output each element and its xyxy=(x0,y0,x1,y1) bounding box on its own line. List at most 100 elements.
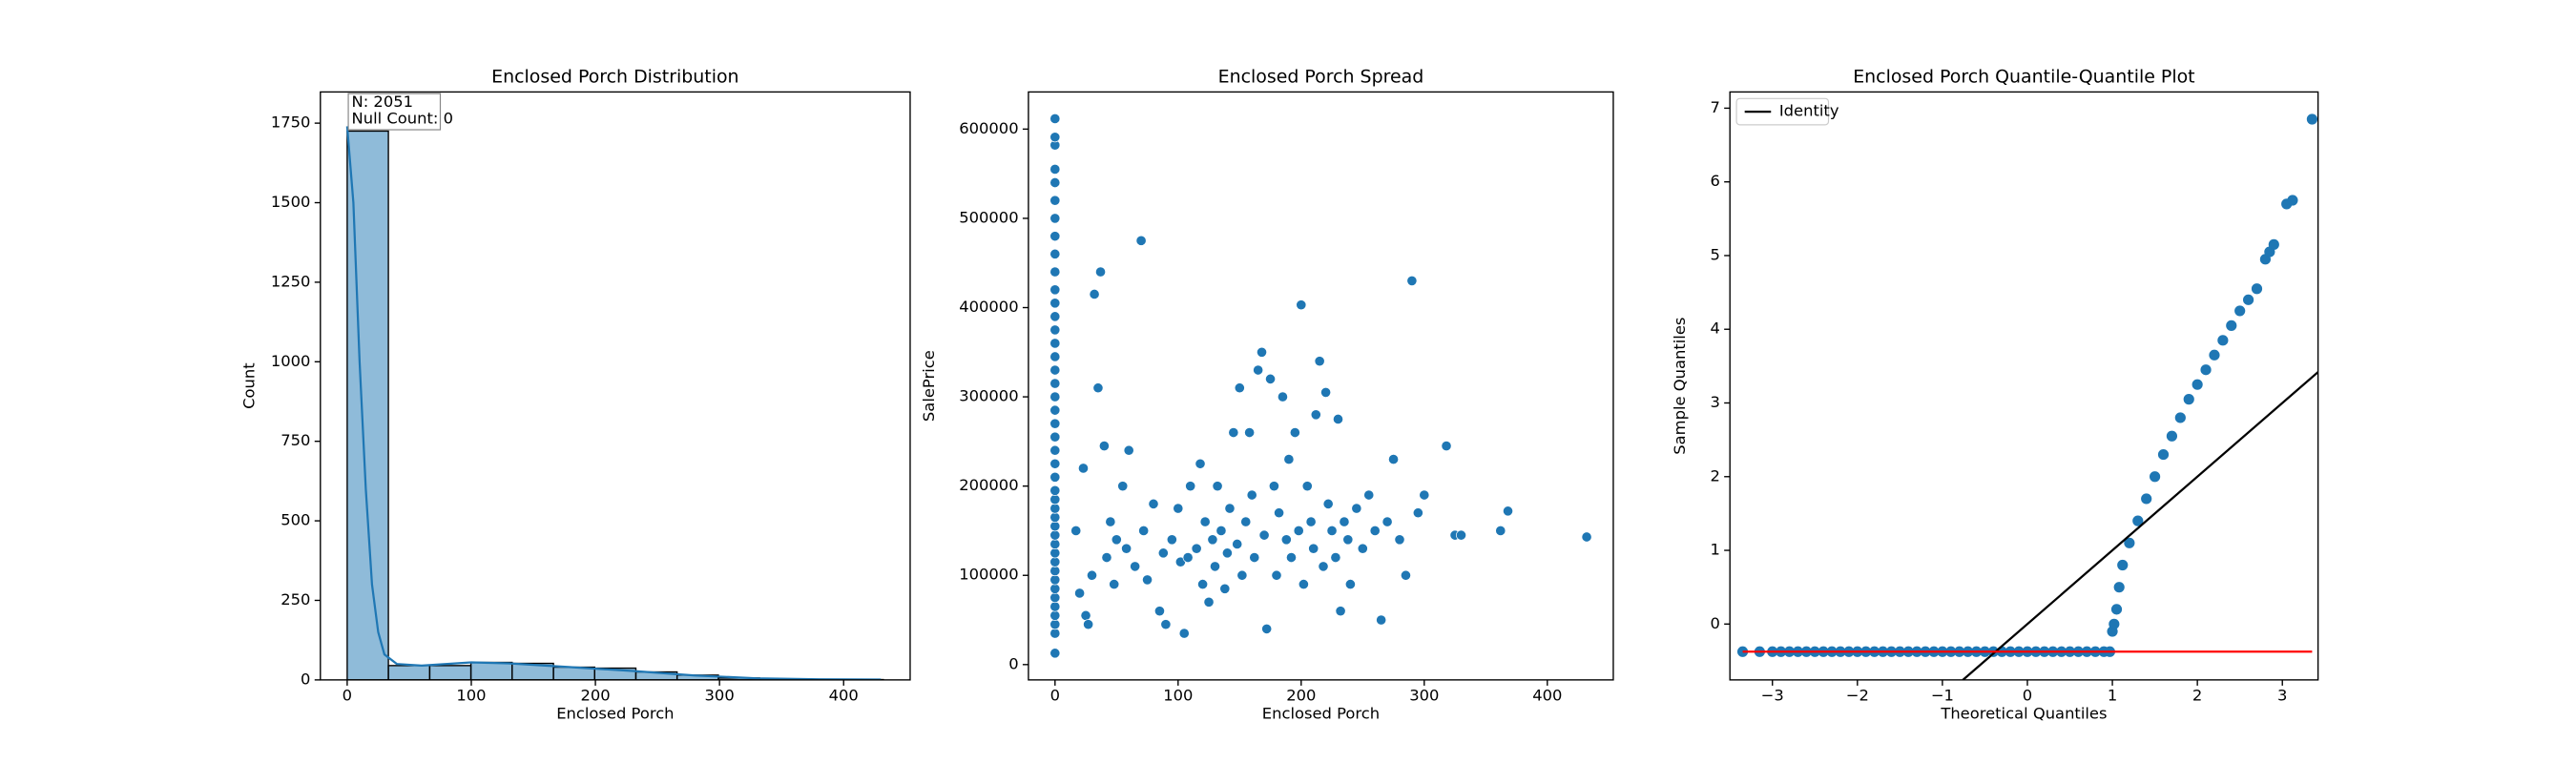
y-tick-label: 100000 xyxy=(959,566,1018,584)
x-tick-label: 300 xyxy=(705,687,735,705)
point xyxy=(1280,534,1292,546)
point xyxy=(1195,458,1206,469)
y-tick-label: 500000 xyxy=(959,208,1018,226)
point xyxy=(1157,547,1169,559)
point xyxy=(1049,364,1061,376)
point xyxy=(1335,606,1346,617)
point xyxy=(1318,561,1329,572)
point xyxy=(1236,569,1248,581)
point xyxy=(1381,516,1393,527)
y-tick-label: 2 xyxy=(1710,466,1719,485)
point xyxy=(1109,579,1120,590)
point xyxy=(1203,596,1215,608)
point xyxy=(1212,481,1223,492)
kde-line xyxy=(345,126,882,680)
point xyxy=(1305,516,1317,527)
point xyxy=(1166,534,1177,546)
point xyxy=(1049,298,1061,309)
bar xyxy=(387,665,431,680)
x-tick-label: −3 xyxy=(1761,687,1784,705)
point xyxy=(2109,618,2120,629)
point xyxy=(1503,505,1514,517)
point xyxy=(1178,628,1190,639)
y-tick-label: 4 xyxy=(1710,320,1719,338)
x-tick-label: −2 xyxy=(1846,687,1869,705)
point xyxy=(1095,266,1107,278)
point xyxy=(1289,427,1300,439)
point xyxy=(2209,349,2220,361)
y-tick-label: 750 xyxy=(280,431,310,449)
y-axis-label: Count xyxy=(239,362,258,409)
y-tick-label: 1000 xyxy=(271,352,311,370)
point xyxy=(1049,485,1061,496)
point xyxy=(1049,231,1061,242)
point xyxy=(1400,569,1411,581)
point xyxy=(1293,525,1304,536)
point xyxy=(1049,378,1061,389)
point xyxy=(2166,430,2178,442)
point xyxy=(2174,412,2186,423)
point xyxy=(1412,507,1423,519)
point xyxy=(1049,213,1061,224)
y-tick-label: 7 xyxy=(1710,98,1719,116)
point xyxy=(1148,498,1159,509)
point xyxy=(2268,238,2279,250)
point xyxy=(1130,561,1141,572)
point xyxy=(1098,441,1110,452)
point xyxy=(1142,574,1153,586)
chart-title: Enclosed Porch Spread xyxy=(1218,66,1424,87)
point xyxy=(1049,431,1061,443)
axes-frame xyxy=(320,91,911,681)
point xyxy=(1049,471,1061,483)
point xyxy=(2110,604,2123,615)
point xyxy=(1049,529,1061,541)
point xyxy=(1185,481,1196,492)
point xyxy=(1049,503,1061,514)
annotation: N: 2051 xyxy=(352,93,414,111)
x-tick-label: 100 xyxy=(456,687,486,705)
point xyxy=(1049,609,1061,621)
y-tick-label: 1250 xyxy=(271,272,311,290)
point xyxy=(1049,248,1061,259)
axes-frame xyxy=(1729,91,2319,681)
x-tick-label: 3 xyxy=(2277,687,2287,705)
axes-frame xyxy=(1028,91,1614,681)
point xyxy=(1376,614,1387,626)
point xyxy=(1322,498,1334,509)
point xyxy=(1441,441,1452,452)
point xyxy=(1249,552,1260,564)
point xyxy=(1283,454,1295,465)
point xyxy=(1049,458,1061,469)
point xyxy=(1049,601,1061,612)
point xyxy=(2242,294,2254,305)
point xyxy=(2113,582,2125,593)
point xyxy=(1332,413,1344,424)
legend-label: Identity xyxy=(1779,102,1839,120)
point xyxy=(1049,418,1061,429)
point xyxy=(1394,534,1405,546)
point xyxy=(1219,583,1231,594)
point xyxy=(1049,311,1061,322)
point xyxy=(1209,561,1221,572)
point xyxy=(1326,525,1338,536)
point xyxy=(1253,364,1264,376)
point xyxy=(1207,534,1218,546)
x-tick-label: 1 xyxy=(2108,687,2117,705)
point xyxy=(1049,574,1061,586)
point xyxy=(1240,516,1252,527)
point xyxy=(2287,195,2298,206)
point xyxy=(1089,288,1100,299)
point xyxy=(1049,176,1061,189)
annotation: Null Count: 0 xyxy=(352,109,454,127)
point xyxy=(1191,543,1202,554)
y-tick-label: 300000 xyxy=(959,387,1018,405)
x-tick-label: 100 xyxy=(1163,687,1193,705)
point xyxy=(1105,516,1116,527)
point xyxy=(1298,579,1309,590)
plot-area xyxy=(1736,113,2318,680)
x-tick-label: 0 xyxy=(2023,687,2032,705)
point xyxy=(1077,463,1089,474)
point xyxy=(1049,566,1061,577)
point xyxy=(1160,619,1172,630)
x-tick-label: 300 xyxy=(1409,687,1439,705)
